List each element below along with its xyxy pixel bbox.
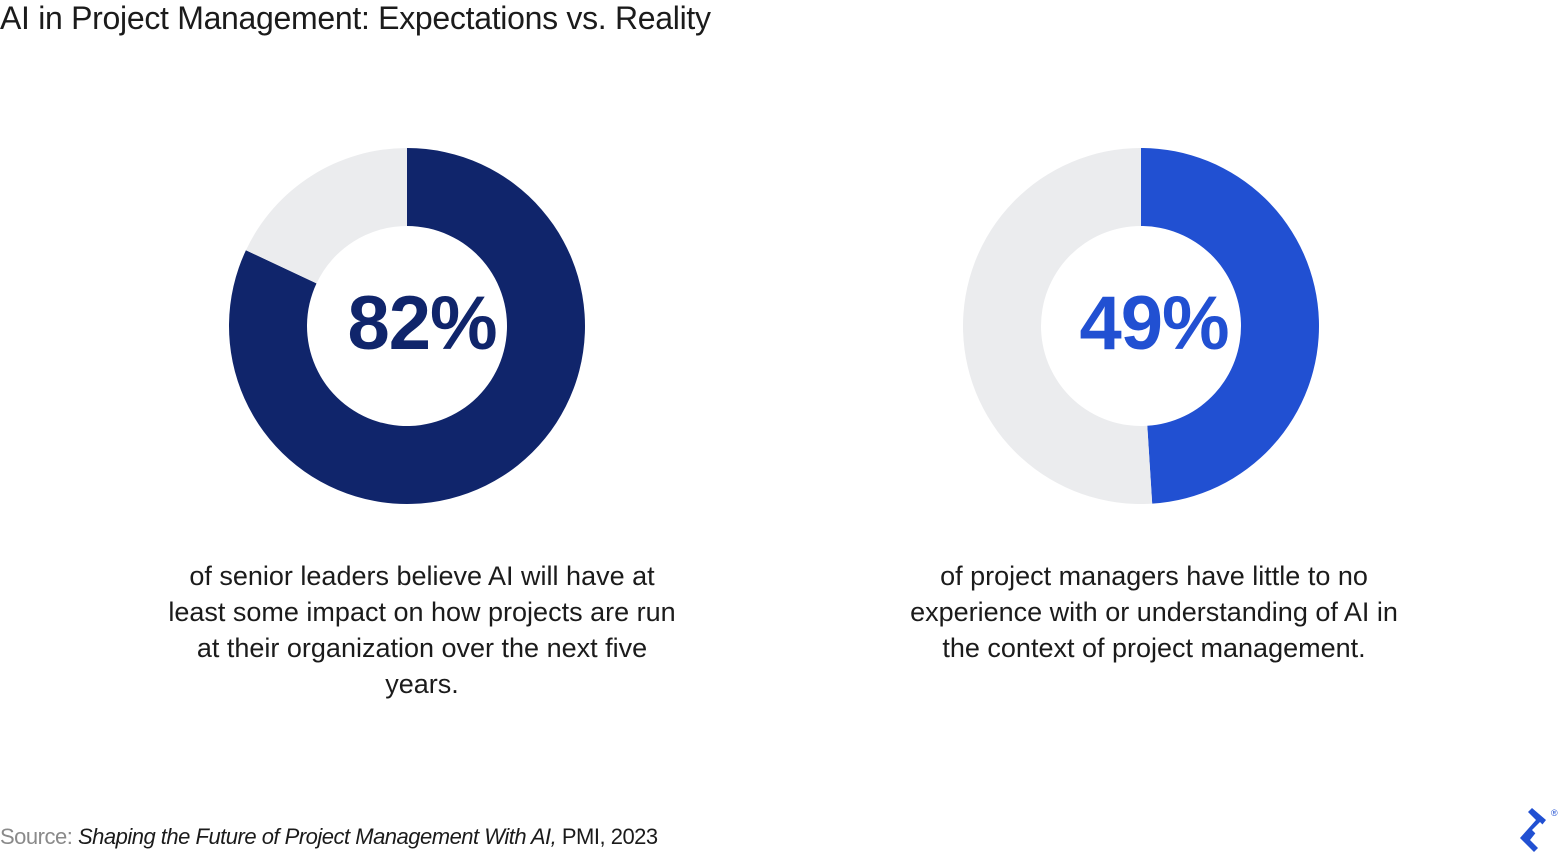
percent-label-expectations: 82%	[347, 281, 497, 366]
caption-reality: of project managers have little to no ex…	[910, 561, 1398, 663]
source-label: Source:	[0, 824, 73, 849]
toptal-logo: ®	[1520, 808, 1558, 852]
source-rest: PMI, 2023	[556, 824, 658, 849]
donut-slice-value	[229, 148, 586, 505]
donut-slice-remainder	[962, 148, 1153, 504]
caption-expectations: of senior leaders believe AI will have a…	[168, 561, 676, 699]
source-work: Shaping the Future of Project Management…	[77, 824, 557, 849]
source-note: Source: Shaping the Future of Project Ma…	[0, 824, 658, 850]
donut-slice-remainder	[245, 148, 407, 284]
donut-slice-value	[1141, 148, 1319, 504]
page-title: AI in Project Management: Expectations v…	[0, 0, 711, 36]
registered-mark: ®	[1551, 808, 1558, 818]
donut-chart-reality	[962, 148, 1319, 504]
percent-label-reality: 49%	[1079, 281, 1229, 366]
donut-chart-expectations	[229, 148, 586, 505]
